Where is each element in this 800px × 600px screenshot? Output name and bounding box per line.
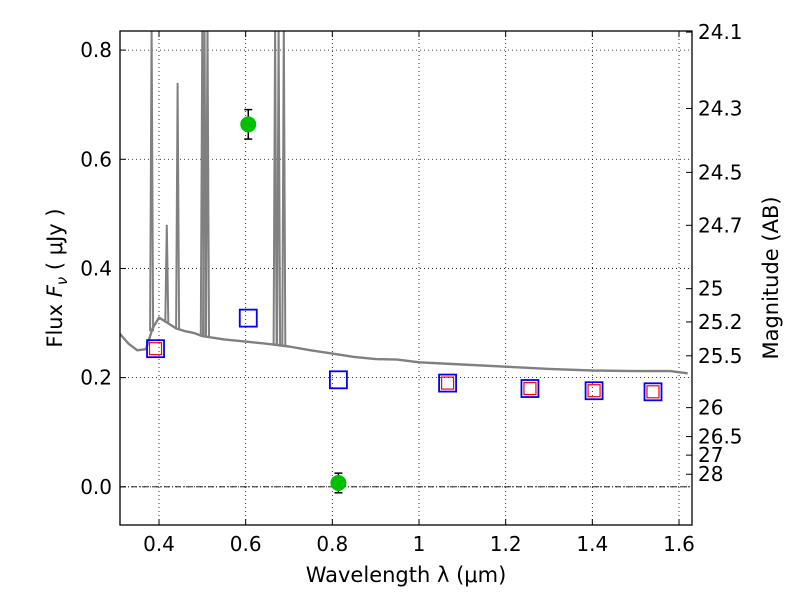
- y2-axis-label: Magnitude (AB): [759, 196, 783, 359]
- y-tick-label: 0.6: [80, 147, 112, 171]
- model-marker: [328, 370, 348, 390]
- mag-tick-label: 26: [698, 396, 723, 420]
- emission-line: [164, 224, 170, 323]
- template-continuum: [120, 316, 688, 375]
- y-tick-label: 0.8: [80, 38, 112, 62]
- limit-marker: [148, 342, 163, 356]
- template-spectrum: [120, 31, 688, 375]
- model-marker: [643, 382, 663, 402]
- x-axis-label: Wavelength λ (μm): [306, 563, 507, 587]
- grid: [120, 31, 692, 525]
- x-tick-label: 0.4: [143, 532, 175, 556]
- y-tick-label: 0.4: [80, 256, 112, 280]
- x-tick-label: 1.2: [490, 532, 522, 556]
- detection-point: [240, 116, 257, 133]
- detection-point: [330, 474, 347, 491]
- model-marker: [584, 381, 604, 401]
- mag-tick-label: 28: [698, 462, 723, 486]
- emission-line: [149, 31, 155, 332]
- emission-line: [202, 31, 207, 337]
- mag-tick-label: 24.1: [698, 20, 743, 44]
- mag-tick-label: 24.3: [698, 97, 743, 121]
- mag-tick-label: 25: [698, 277, 723, 301]
- mag-tick-label: 26.5: [698, 425, 743, 449]
- model-marker: [520, 379, 540, 398]
- model-marker: [238, 308, 258, 328]
- model-marker: [438, 373, 458, 393]
- limit-marker: [441, 376, 455, 390]
- x-tick-label: 0.6: [230, 532, 262, 556]
- mag-tick-label: 25.2: [698, 310, 743, 334]
- limit-marker: [646, 385, 660, 399]
- data-points: [146, 108, 663, 494]
- emission-line: [175, 82, 181, 329]
- axis-ticks: [120, 31, 692, 525]
- y-tick-label: 0.0: [80, 475, 112, 499]
- plot-frame: [119, 30, 693, 526]
- mag-tick-label: 24.7: [698, 213, 743, 237]
- limit-marker: [587, 384, 601, 398]
- model-marker: [146, 339, 165, 359]
- emission-line: [281, 31, 287, 346]
- x-tick-label: 1.4: [576, 532, 608, 556]
- x-tick-label: 1.6: [663, 532, 695, 556]
- tick-labels: 0.4 0.6 0.8 1 1.2 1.4 1.6 0.0 0.2 0.4 0.6 0.8 24.1 24…: [80, 20, 742, 556]
- mag-tick-label: 24.5: [698, 160, 743, 184]
- y-tick-label: 0.2: [80, 366, 112, 390]
- y-axis-label: Flux Fν ( μJy ): [43, 208, 71, 347]
- limit-marker: [523, 381, 537, 396]
- mag-tick-label: 25.5: [698, 344, 743, 368]
- mag-tick-label: 27: [698, 443, 723, 467]
- emission-line: [205, 31, 210, 337]
- emission-line: [272, 31, 278, 345]
- emission-line: [276, 31, 282, 346]
- x-tick-label: 1: [413, 532, 426, 556]
- x-tick-label: 0.8: [316, 532, 348, 556]
